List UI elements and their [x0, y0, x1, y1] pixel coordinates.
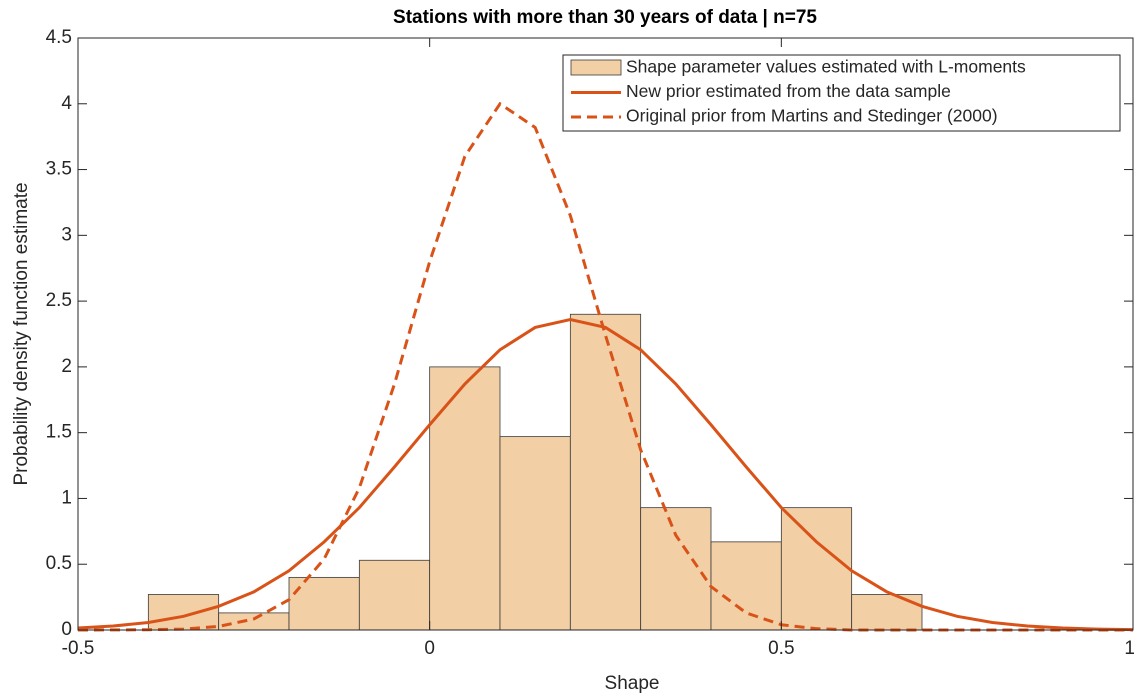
plot-frame — [77, 37, 1134, 631]
histogram-bar — [288, 576, 360, 631]
histogram-bar — [147, 594, 220, 631]
prior-line — [77, 317, 1134, 632]
x-tick-label: 1 — [1124, 638, 1135, 659]
legend-label: Original prior from Martins and Stedinge… — [626, 106, 998, 126]
y-tick-label: 3.5 — [46, 159, 72, 180]
y-tick-label: 0 — [61, 619, 72, 640]
histogram-bar — [218, 612, 290, 631]
x-tick-label: 0.5 — [768, 638, 794, 659]
legend-swatch — [570, 59, 622, 76]
histogram-bar — [358, 559, 431, 631]
y-tick-label: 3 — [61, 224, 72, 245]
histogram-bar — [499, 436, 571, 631]
histogram-bar — [640, 507, 712, 631]
y-tick-label: 4.5 — [46, 27, 72, 48]
legend-label: Shape parameter values estimated with L-… — [626, 57, 1026, 77]
y-tick-label: 2.5 — [46, 290, 72, 311]
histogram-bar — [851, 594, 923, 631]
histogram-bar — [710, 541, 782, 631]
y-tick-label: 4 — [61, 93, 72, 114]
y-axis-label: Probability density function estimate — [11, 182, 32, 485]
x-tick-label: -0.5 — [62, 638, 95, 659]
histogram-bar — [780, 507, 853, 631]
y-tick-label: 2 — [61, 356, 72, 377]
legend-box — [562, 54, 1121, 132]
x-axis-label: Shape — [605, 673, 660, 694]
histogram-bar — [569, 313, 642, 631]
y-tick-label: 0.5 — [46, 553, 72, 574]
chart-title: Stations with more than 30 years of data… — [393, 7, 817, 28]
x-tick-label: 0 — [424, 638, 435, 659]
prior-line — [77, 101, 1133, 632]
y-tick-label: 1 — [61, 487, 72, 508]
histogram-bar — [429, 366, 501, 631]
legend-label: New prior estimated from the data sample — [626, 81, 951, 101]
y-tick-label: 1.5 — [46, 422, 72, 443]
